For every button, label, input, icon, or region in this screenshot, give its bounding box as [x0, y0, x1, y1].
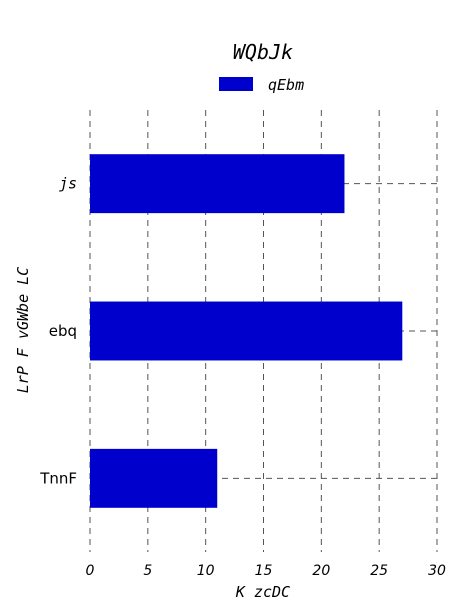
x-tick-label: 30 [428, 563, 446, 579]
x-tick-label: 15 [255, 563, 273, 579]
y-tick-label: js [59, 175, 77, 193]
x-tick-label: 25 [370, 563, 388, 579]
y-tick-label: ebq [49, 322, 77, 340]
x-tick-label: 0 [86, 563, 95, 579]
x-tick-label: 10 [197, 563, 215, 579]
legend: qEbm [219, 76, 304, 94]
x-tick-label: 5 [143, 563, 152, 579]
bar [90, 154, 345, 214]
bar [90, 448, 218, 508]
x-tick-label: 20 [312, 563, 330, 579]
x-tick-labels: 0 5 10 15 20 25 30 [86, 563, 446, 579]
bars [90, 154, 403, 508]
legend-label: qEbm [268, 76, 304, 94]
y-axis-label: LrP F vGWbe LC [14, 267, 32, 393]
chart-title: WQbJk [233, 40, 293, 64]
y-tick-labels: js ebq TnnF [39, 175, 77, 488]
y-tick-label: TnnF [39, 469, 77, 487]
legend-swatch [219, 77, 253, 91]
x-axis-label: K zcDC [235, 583, 290, 601]
bar [90, 301, 403, 361]
